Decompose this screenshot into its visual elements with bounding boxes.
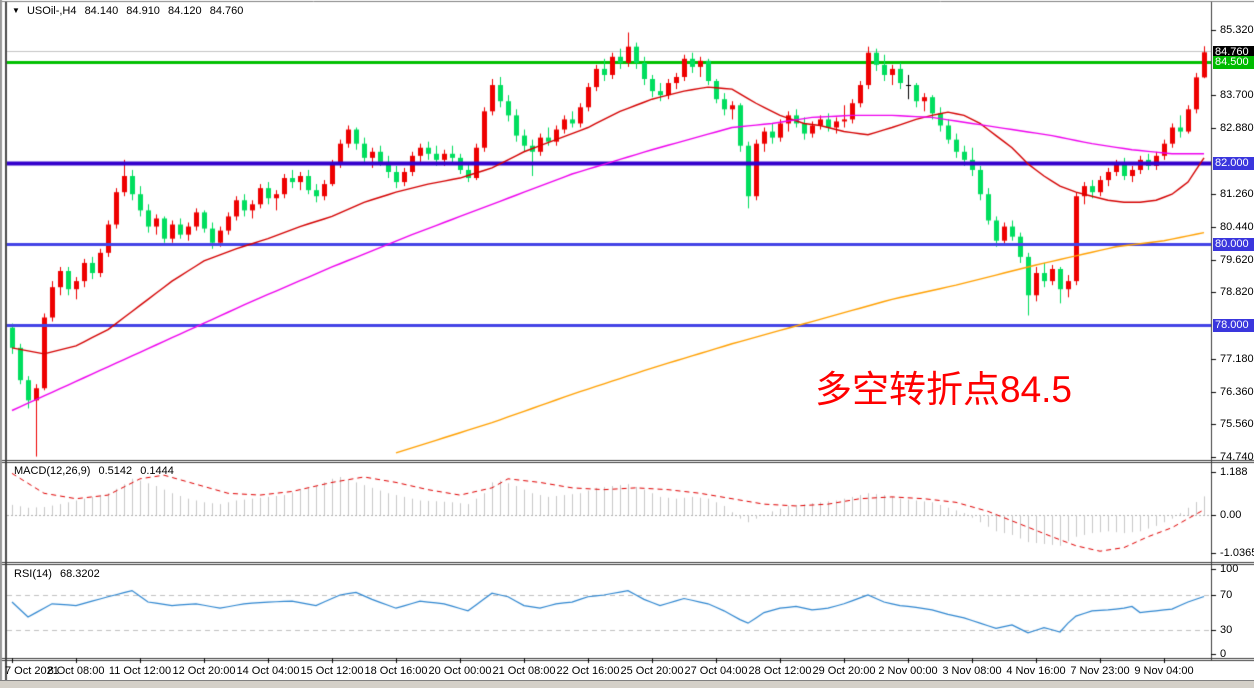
macd-signal-value: 0.1444 — [140, 465, 174, 477]
price-tick-label: 77.180 — [1220, 352, 1254, 365]
rsi-tick-label: 100 — [1220, 562, 1239, 575]
rsi-tick-label: 0 — [1220, 648, 1227, 660]
symbol-period-label: USOil-,H4 — [26, 5, 77, 17]
macd-tick-label: 0.00 — [1220, 509, 1242, 521]
price-badge: 84.500 — [1213, 56, 1254, 70]
price-tick-label: 82.880 — [1220, 122, 1254, 135]
price-tick-label: 74.740 — [1220, 451, 1254, 464]
price-tick-label: 85.320 — [1220, 23, 1254, 36]
rsi-tick-label: 30 — [1220, 624, 1233, 637]
price-tick-label: 75.560 — [1220, 418, 1254, 431]
rsi-tick-label: 70 — [1220, 589, 1233, 601]
rsi-indicator-label: RSI(14) 68.3202 — [14, 568, 105, 580]
time-tick-label: 9 Nov 04:00 — [1134, 665, 1194, 677]
time-tick-label: 21 Oct 08:00 — [492, 665, 556, 677]
ohlc-high: 84.910 — [126, 5, 160, 17]
time-tick-label: 28 Oct 12:00 — [748, 665, 812, 677]
time-tick-label: 15 Oct 12:00 — [300, 665, 364, 677]
time-tick-label: 27 Oct 04:00 — [684, 665, 748, 677]
macd-tick-label: 1.188 — [1220, 465, 1248, 478]
chart-title-bar: ▼ USOil-,H4 84.140 84.910 84.120 84.760 — [12, 5, 248, 17]
time-tick-label: 11 Oct 12:00 — [108, 665, 172, 677]
time-tick-label: 8 Oct 08:00 — [47, 665, 105, 677]
symbol-dropdown-icon[interactable]: ▼ — [12, 6, 20, 15]
macd-tick-label: -1.0365 — [1220, 546, 1254, 559]
ohlc-open: 84.140 — [84, 5, 119, 17]
time-tick-label: 2 Nov 00:00 — [878, 665, 938, 677]
time-tick-label: 14 Oct 04:00 — [236, 665, 300, 677]
price-badge: 84.760 — [1213, 45, 1254, 59]
time-tick-label: 29 Oct 20:00 — [812, 665, 876, 677]
time-tick-label: 20 Oct 00:00 — [428, 665, 492, 677]
time-tick-label: 7 Nov 23:00 — [1070, 665, 1130, 677]
price-badge: 82.000 — [1213, 157, 1254, 171]
time-tick-label: 25 Oct 20:00 — [620, 665, 684, 677]
chart-text-annotation[interactable]: 多空转折点84.5 — [815, 369, 1073, 410]
rsi-value: 68.3202 — [59, 568, 100, 580]
time-tick-label: 18 Oct 16:00 — [364, 665, 428, 677]
ohlc-low: 84.120 — [168, 5, 202, 17]
ohlc-close: 84.760 — [209, 5, 244, 17]
time-tick-label: 4 Nov 16:00 — [1006, 665, 1066, 677]
time-tick-label: 12 Oct 20:00 — [172, 665, 236, 677]
price-tick-label: 81.260 — [1220, 187, 1254, 200]
price-tick-label: 80.440 — [1220, 220, 1254, 233]
price-tick-label: 78.820 — [1220, 286, 1254, 299]
time-tick-label: 22 Oct 16:00 — [556, 665, 620, 677]
macd-name: MACD(12,26,9) — [14, 465, 91, 477]
price-tick-label: 79.620 — [1220, 254, 1254, 267]
price-tick-label: 76.360 — [1220, 385, 1254, 398]
price-tick-label: 83.700 — [1220, 89, 1254, 102]
time-tick-label: 7 Oct 2021 — [5, 665, 59, 677]
macd-main-value: 0.5142 — [98, 465, 133, 477]
macd-indicator-label: MACD(12,26,9) 0.5142 0.1444 — [14, 465, 179, 477]
time-tick-label: 3 Nov 08:00 — [942, 665, 1002, 677]
price-badge: 80.000 — [1213, 238, 1254, 252]
price-badge: 78.000 — [1213, 319, 1254, 333]
rsi-name: RSI(14) — [14, 568, 52, 580]
window-bottom-frame — [0, 680, 1254, 688]
